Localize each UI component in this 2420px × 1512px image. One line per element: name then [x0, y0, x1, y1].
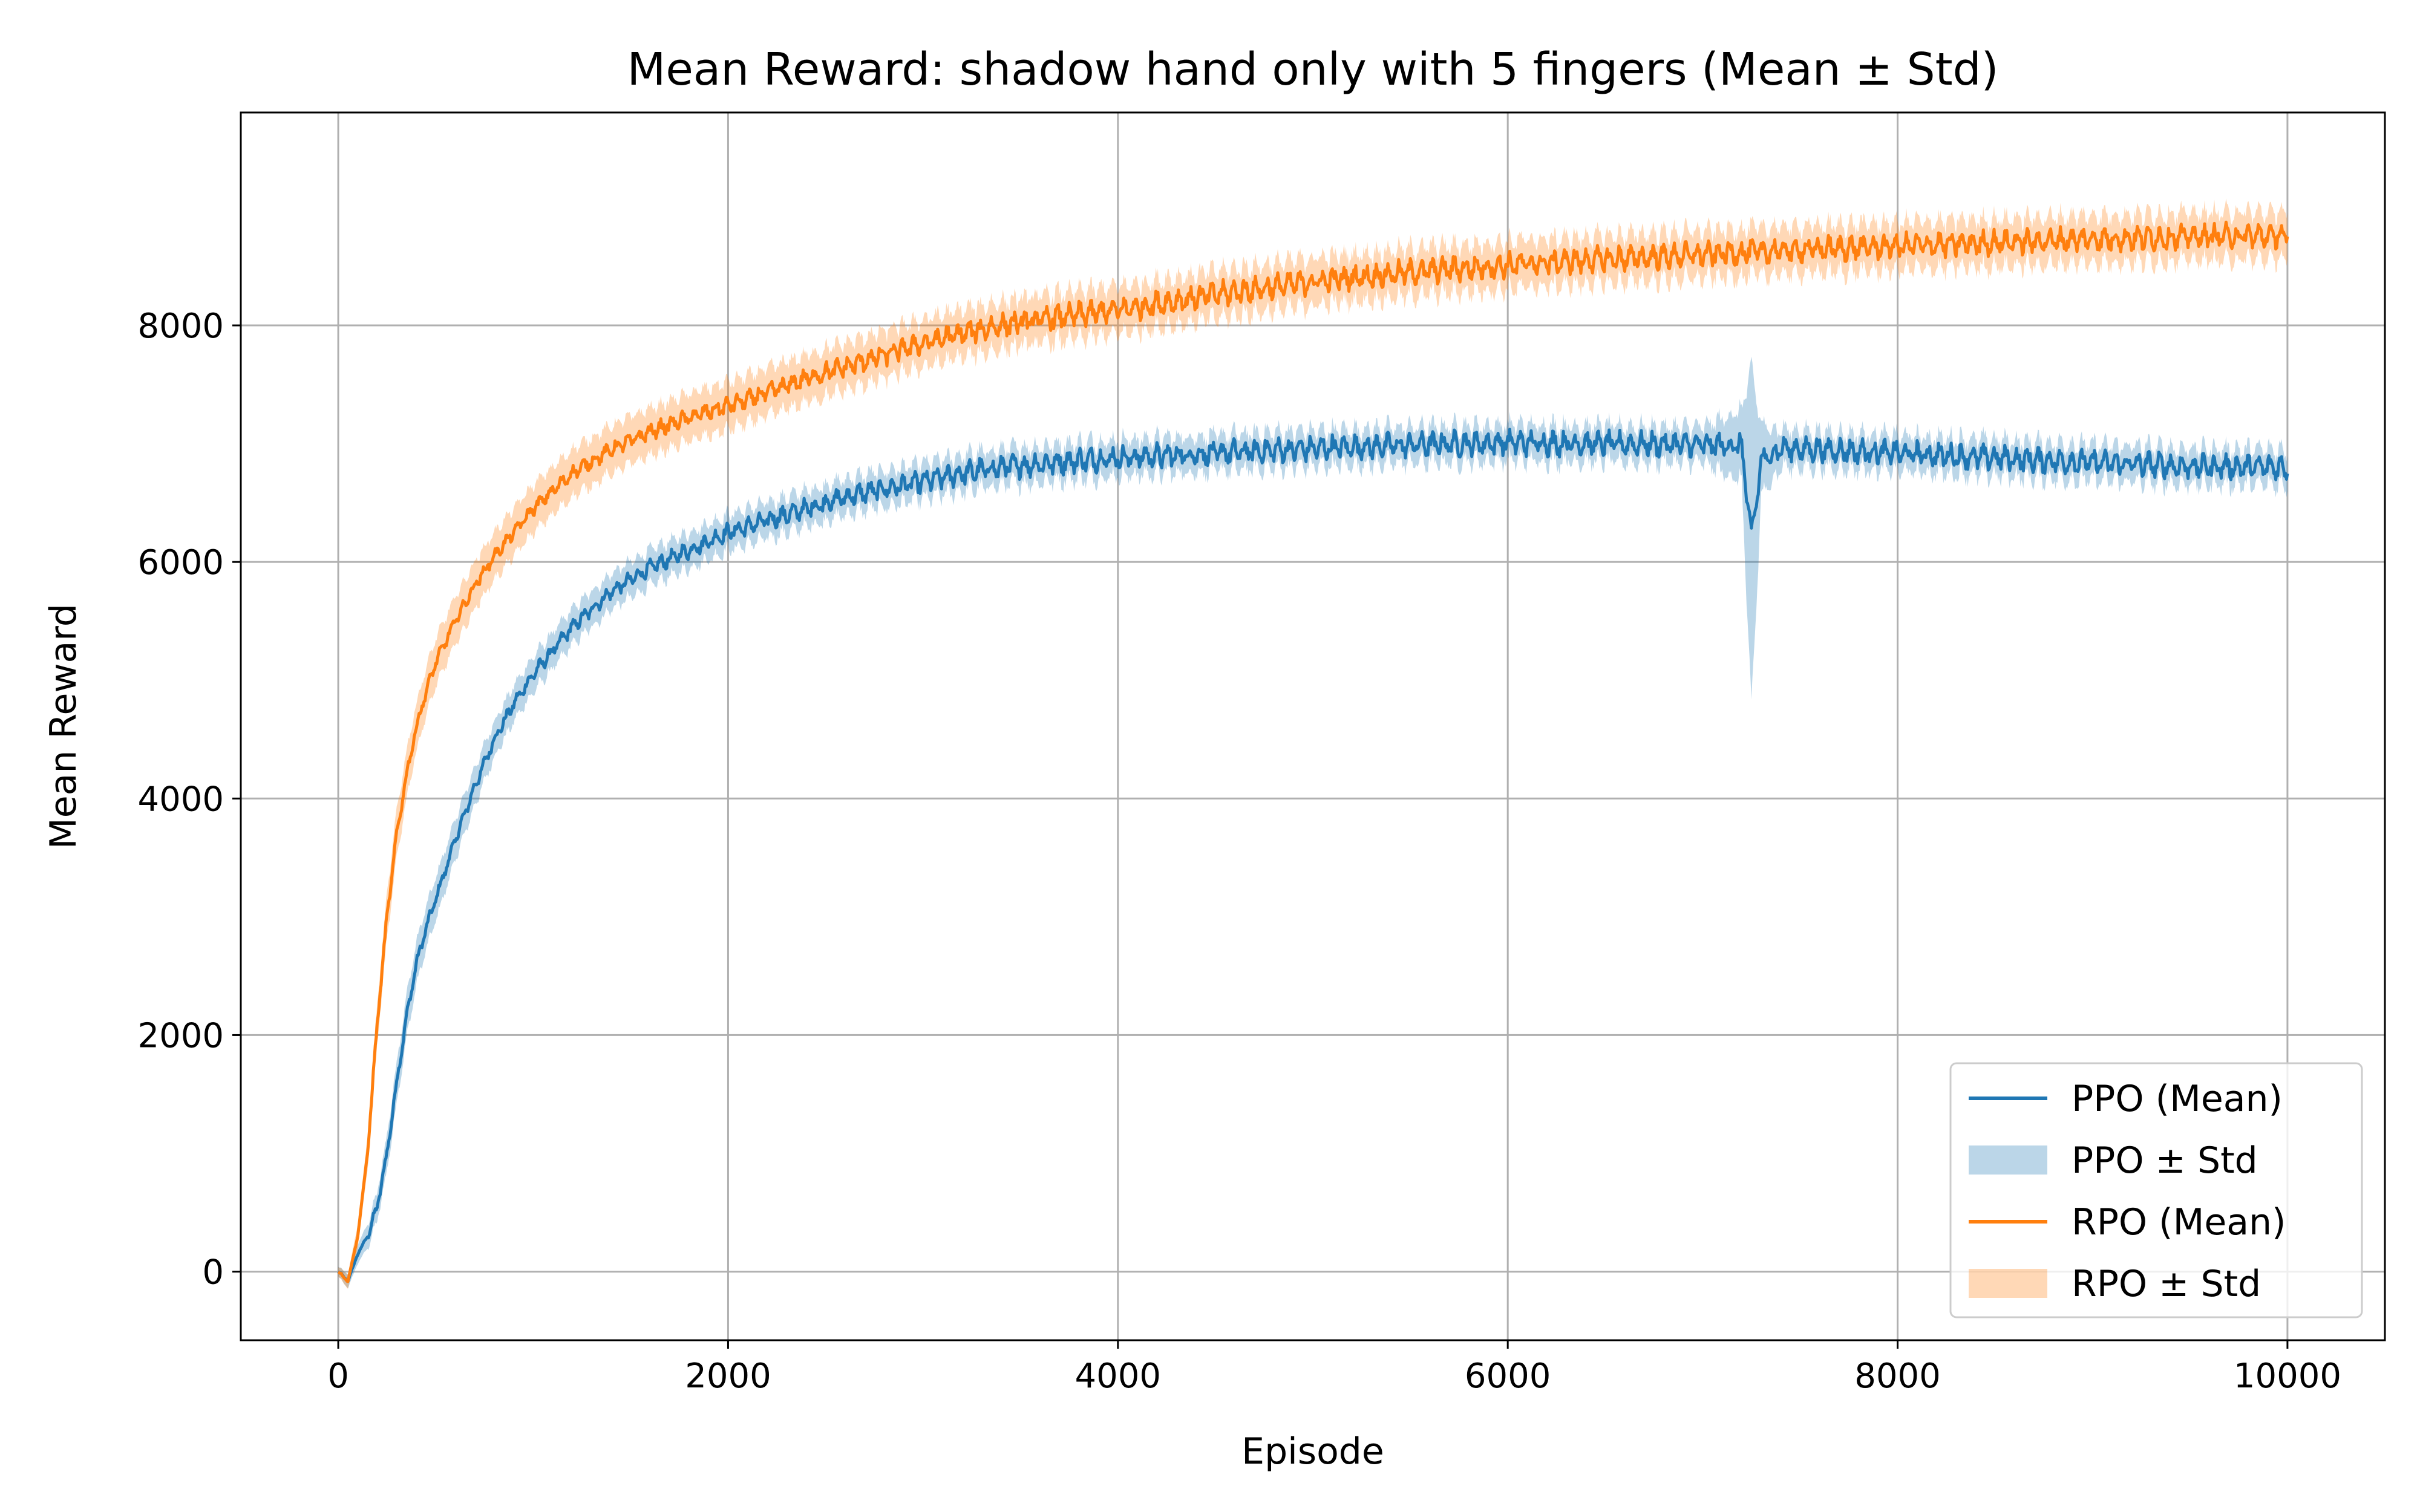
y-tick-label: 8000 — [137, 307, 224, 346]
y-tick-label: 4000 — [137, 780, 224, 819]
legend-box — [1949, 1062, 2363, 1318]
legend-label: RPO ± Std — [2072, 1263, 2261, 1305]
legend-label: PPO (Mean) — [2072, 1078, 2283, 1120]
line-layer — [337, 220, 2289, 1283]
plot-frame — [240, 111, 2386, 1341]
x-tick-label: 10000 — [2234, 1357, 2341, 1396]
y-tick-label: 2000 — [137, 1016, 224, 1055]
y-tick-label: 0 — [202, 1253, 224, 1292]
legend-label: RPO (Mean) — [2072, 1201, 2286, 1243]
legend-label: PPO ± Std — [2072, 1139, 2258, 1182]
tick-layer: 0 2000 4000 6000 8000 10000 0 2000 4000 6000 8000 — [137, 307, 2341, 1396]
x-tick-label: 6000 — [1465, 1357, 1551, 1396]
band-ppo — [338, 356, 2288, 1289]
line-rpo — [337, 220, 2289, 1283]
line-ppo — [337, 428, 2289, 1283]
x-tick-label: 8000 — [1854, 1357, 1941, 1396]
chart-title: Mean Reward: shadow hand only with 5 fin… — [627, 44, 1999, 96]
band-layer — [338, 198, 2288, 1289]
legend-band-swatch — [1969, 1145, 2047, 1175]
y-axis-label: Mean Reward — [42, 604, 85, 849]
y-tick-label: 6000 — [137, 543, 224, 582]
x-tick-label: 2000 — [685, 1357, 771, 1396]
legend-band-swatch — [1969, 1269, 2047, 1298]
x-tick-label: 0 — [327, 1357, 349, 1396]
x-axis-label: Episode — [1241, 1430, 1384, 1473]
legend: PPO (Mean) PPO ± Std RPO (Mean) RPO ± Std — [1949, 1062, 2363, 1318]
x-tick-label: 4000 — [1075, 1357, 1162, 1396]
